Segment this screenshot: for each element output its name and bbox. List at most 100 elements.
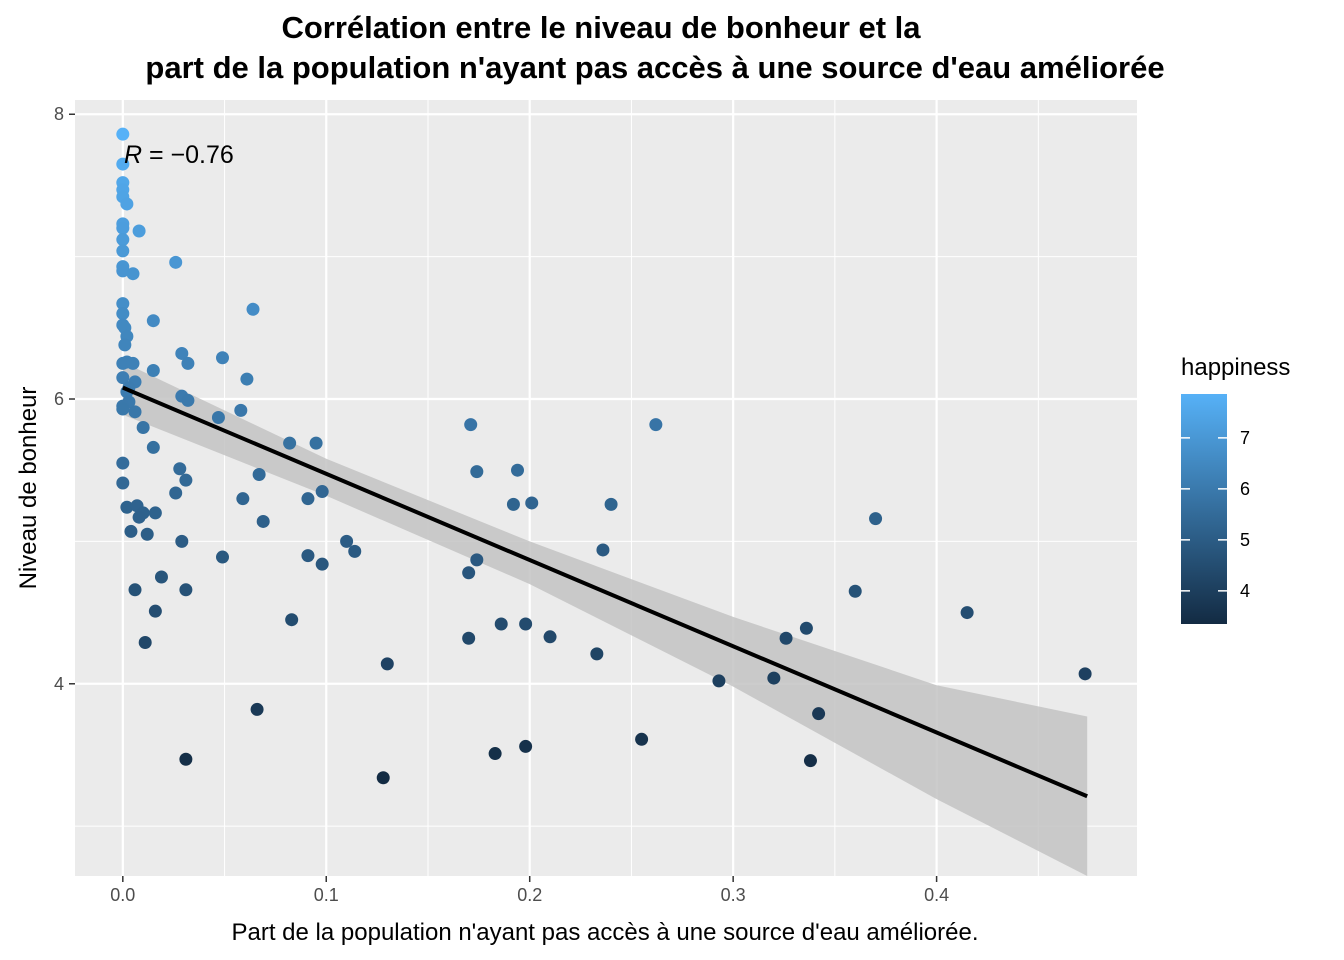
data-point [960, 606, 974, 620]
data-point [869, 512, 883, 526]
data-point [285, 613, 299, 627]
y-axis: 4 6 8 [54, 104, 75, 694]
data-point [116, 157, 130, 171]
data-point [812, 707, 826, 721]
legend-tick-label: 4 [1240, 581, 1250, 601]
data-point [126, 356, 140, 370]
data-point [649, 418, 663, 432]
data-point [179, 473, 193, 487]
data-point [376, 771, 390, 785]
data-point [132, 510, 146, 524]
data-point [462, 631, 476, 645]
data-point [1078, 667, 1092, 681]
correlation-annotation-value: = −0.76 [142, 141, 234, 169]
data-point [116, 233, 130, 247]
data-point [525, 496, 539, 510]
x-axis-title: Part de la population n'ayant pas accès … [232, 919, 979, 946]
data-point [148, 506, 162, 520]
data-point [120, 500, 134, 514]
grid-minor [75, 100, 1137, 876]
data-point [154, 570, 168, 584]
data-point [604, 497, 618, 511]
data-point [148, 604, 162, 618]
data-point [124, 524, 138, 538]
data-point [138, 635, 152, 649]
data-point [252, 467, 266, 481]
data-point [179, 752, 193, 766]
data-point [140, 527, 154, 541]
data-point [126, 267, 140, 281]
data-point [173, 462, 187, 476]
y-tick-label: 6 [54, 389, 64, 409]
data-point [216, 351, 229, 365]
data-point [128, 583, 142, 597]
legend-tick-label: 7 [1240, 428, 1250, 448]
data-point [169, 255, 183, 269]
data-point [712, 674, 726, 688]
data-point [234, 403, 248, 417]
data-points [116, 127, 1092, 785]
data-point [301, 549, 315, 563]
regression-line [122, 385, 1088, 799]
y-axis-title: Niveau de bonheur [15, 387, 42, 590]
data-point [635, 732, 649, 746]
data-point [543, 630, 557, 644]
data-point [181, 393, 195, 407]
data-point [116, 356, 130, 370]
data-point [116, 476, 130, 490]
chart-title-line-2: part de la population n'ayant pas accès … [145, 50, 1164, 85]
data-point [175, 346, 189, 360]
data-point [116, 264, 130, 278]
legend-title: happiness [1181, 354, 1290, 381]
data-point [246, 302, 260, 316]
legend-colorbar [1181, 394, 1227, 624]
data-point [799, 621, 813, 635]
data-point [519, 617, 533, 631]
correlation-annotation: R = −0.76 [124, 141, 234, 169]
data-point [240, 372, 254, 386]
x-axis: 0.0 0.1 0.2 0.3 0.4 [110, 876, 949, 905]
data-point [848, 584, 862, 598]
x-tick-label: 0.2 [517, 885, 542, 905]
y-tick-label: 8 [54, 104, 64, 124]
data-point [116, 297, 130, 311]
data-point [169, 486, 183, 500]
data-point [250, 702, 264, 716]
data-point [464, 418, 478, 432]
data-point [309, 436, 323, 450]
data-point [116, 127, 130, 141]
data-point [590, 647, 604, 661]
legend-ticks: 4 5 6 7 [1181, 428, 1250, 601]
data-point [120, 197, 134, 211]
data-point [116, 371, 130, 385]
data-point [116, 402, 130, 416]
x-tick-label: 0.1 [314, 885, 339, 905]
data-point [301, 492, 315, 506]
data-point [470, 553, 484, 567]
data-point [118, 338, 132, 352]
correlation-annotation-r: R [124, 141, 142, 169]
data-point [315, 485, 329, 499]
data-point [803, 754, 817, 768]
data-point [596, 543, 610, 557]
data-point [470, 465, 484, 479]
x-tick-label: 0.4 [924, 885, 949, 905]
data-point [315, 557, 329, 571]
data-point [462, 566, 476, 580]
data-point [506, 497, 520, 511]
x-tick-label: 0.3 [721, 885, 746, 905]
legend-tick-label: 6 [1240, 479, 1250, 499]
data-point [116, 244, 130, 258]
legend-tick-label: 5 [1240, 530, 1250, 550]
data-point [519, 739, 533, 753]
data-point [116, 307, 130, 321]
data-point [116, 221, 130, 235]
data-point [380, 657, 394, 671]
data-point [348, 544, 362, 558]
data-point [146, 364, 160, 378]
data-point [340, 534, 354, 548]
data-point [128, 405, 142, 419]
data-point [136, 420, 150, 434]
data-point [216, 550, 229, 564]
